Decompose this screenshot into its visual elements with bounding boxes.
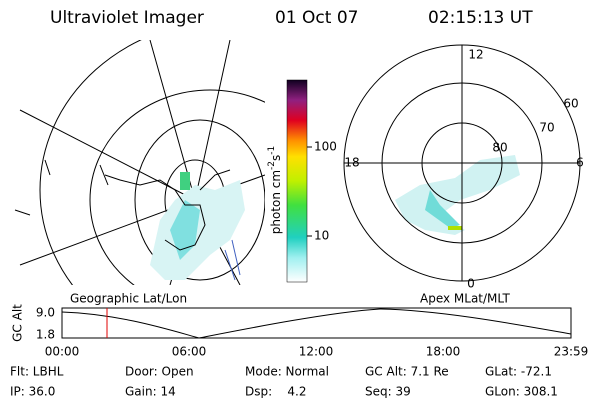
label-part: -1 (267, 146, 277, 155)
label-part: s (269, 155, 283, 161)
time: 02:15:13 UT (428, 8, 533, 28)
info-field: GLon: 308.1 (485, 385, 558, 399)
geo-map (14, 40, 265, 285)
label-part: -2 (267, 161, 277, 170)
colorbar-tick-label: 100 (314, 140, 337, 154)
polar-label: 18 (344, 156, 359, 170)
polar-label: 6 (576, 156, 584, 170)
colorbar-label: photon cm-2s-1 (267, 146, 283, 235)
instrument: Ultraviolet Imager (50, 8, 204, 28)
info-field: IP: 36.0 (10, 385, 55, 399)
info-field: Gain: 14 (125, 385, 176, 399)
x-label: 12:00 (299, 345, 334, 359)
x-label: 18:00 (426, 345, 461, 359)
info-field: Mode: Normal (245, 365, 329, 379)
x-label: 23:59 (554, 345, 589, 359)
x-label: 00:00 (45, 345, 80, 359)
timeline-title: Geographic Lat/Lon (70, 292, 187, 306)
y-label: 1.8 (36, 328, 55, 342)
info-field: GC Alt: 7.1 Re (365, 365, 449, 379)
x-label: 06:00 (172, 345, 207, 359)
ring-label: 60 (563, 97, 578, 111)
colorbar-tick-label: 10 (314, 229, 329, 243)
info-field: Dsp: 4.2 (245, 385, 307, 399)
timeline-box (61, 307, 572, 339)
info-field: Flt: LBHL (10, 365, 64, 379)
colorbar (286, 79, 308, 283)
polar-label: 12 (468, 48, 483, 62)
ring-label: 80 (492, 141, 507, 155)
axis-label: GC Alt (11, 304, 25, 342)
timeline-title: Apex MLat/MLT (420, 292, 510, 306)
label-part: photon cm (269, 170, 283, 234)
polar-label: 0 (467, 277, 475, 291)
y-label: 9.0 (36, 306, 55, 320)
info-field: GLat: -72.1 (485, 365, 552, 379)
altitude-curve (61, 308, 572, 339)
ring-label: 70 (539, 121, 554, 135)
info-field: Door: Open (125, 365, 194, 379)
date: 01 Oct 07 (275, 8, 358, 28)
polar-plot (343, 44, 581, 282)
info-panel: Flt: LBHL Door: Open Mode: Normal GC Alt: 7… (10, 365, 558, 399)
info-field: Seq: 39 (365, 385, 411, 399)
